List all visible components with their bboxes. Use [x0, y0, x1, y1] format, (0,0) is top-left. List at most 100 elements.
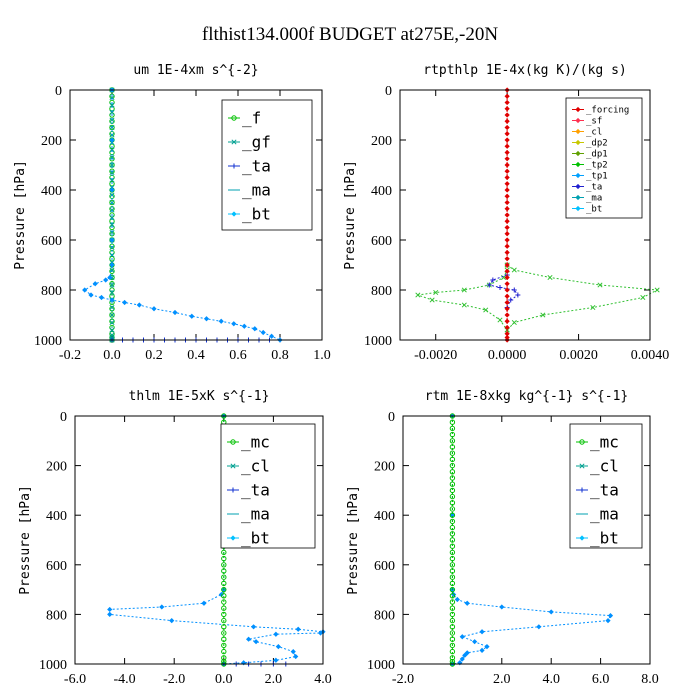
data-point	[504, 287, 510, 293]
y-tick-label: 0	[385, 84, 392, 99]
data-point	[597, 282, 603, 288]
legend-label: _tp1	[586, 172, 608, 182]
data-point	[109, 124, 115, 131]
data-point	[504, 212, 510, 218]
y-tick-label: 800	[371, 284, 392, 299]
data-point	[253, 639, 259, 645]
data-point	[497, 317, 503, 323]
panel-title: thlm 1E-5xK s^{-1}	[129, 389, 270, 404]
y-tick-label: 800	[46, 608, 67, 623]
data-point	[504, 99, 510, 106]
legend-label: _ma	[241, 505, 270, 524]
x-tick-label: -4.0	[114, 672, 136, 687]
x-tick-label: 0.8	[271, 348, 289, 363]
data-point	[511, 319, 517, 326]
data-point	[479, 629, 485, 635]
plot-frame	[74, 415, 324, 665]
legend-label: _ma	[590, 505, 619, 524]
data-point	[109, 187, 115, 193]
data-point	[504, 112, 510, 118]
data-point	[504, 306, 510, 312]
x-tick-label: -2.0	[392, 672, 414, 687]
data-point	[449, 605, 456, 611]
data-point	[92, 281, 98, 287]
data-point	[449, 469, 456, 475]
panel-4: rtm 1E-8xkg kg^{-1} s^{-1} Pressure [hPa]…	[346, 389, 659, 687]
data-point	[449, 500, 456, 506]
y-tick-label: 200	[41, 134, 62, 149]
data-point	[449, 512, 455, 518]
data-point	[231, 321, 237, 327]
legend-box	[221, 99, 313, 231]
data-point	[536, 624, 542, 630]
data-point	[462, 652, 468, 658]
panel-title: um 1E-4xm s^{-2}	[133, 63, 258, 78]
data-point	[98, 294, 105, 301]
data-point	[109, 109, 115, 116]
y-tick-label: 0	[55, 84, 62, 99]
data-point	[504, 293, 510, 299]
data-point	[504, 174, 510, 181]
data-point	[449, 425, 456, 432]
data-point	[221, 617, 227, 624]
panel-2: rtpthlp 1E-4x(kg K)/(kg s) Pressure [hPa]…	[343, 63, 669, 363]
data-point	[88, 292, 94, 298]
y-tick-label: 200	[374, 460, 395, 475]
data-point	[504, 268, 510, 274]
data-point	[449, 444, 456, 450]
data-point	[260, 329, 266, 336]
data-point	[449, 518, 456, 525]
data-point	[221, 562, 227, 568]
data-point	[449, 630, 456, 636]
data-point	[109, 143, 115, 149]
data-point	[221, 648, 227, 655]
legend-marker	[579, 439, 585, 445]
y-tick-label: 800	[41, 284, 62, 299]
data-point	[449, 593, 456, 599]
data-point	[109, 229, 115, 236]
plot-frame	[402, 415, 651, 665]
legend-label: _bt	[590, 529, 619, 548]
data-point	[221, 642, 227, 649]
legend-label: _tp2	[586, 161, 608, 171]
data-point	[504, 299, 510, 306]
legend-label: _dp2	[586, 139, 608, 149]
x-tick-label: -0.2	[59, 348, 81, 363]
data-point	[461, 302, 467, 308]
data-point	[221, 636, 227, 642]
y-axis-label: Pressure [hPa]	[13, 160, 28, 270]
data-point	[449, 636, 456, 642]
data-point	[504, 218, 510, 224]
data-point	[511, 287, 517, 293]
legend-marker	[575, 161, 581, 168]
legend-marker	[579, 535, 585, 541]
panels: um 1E-4xm s^{-2} Pressure [hPa] -0.2 0.0 0.2…	[13, 63, 669, 687]
data-point	[449, 574, 456, 580]
legend-marker	[575, 117, 581, 124]
data-point	[449, 537, 456, 543]
y-axis-label: Pressure [hPa]	[346, 485, 361, 595]
data-point	[109, 268, 115, 274]
legend-marker	[579, 463, 585, 469]
data-point	[109, 169, 115, 176]
series-line	[109, 416, 325, 665]
x-tick-label: 4.0	[542, 672, 560, 687]
data-point	[483, 307, 489, 313]
data-point	[449, 568, 456, 574]
data-point	[290, 649, 296, 655]
legend: _mc _cl _ta _ma _bt	[220, 423, 316, 549]
data-point	[449, 493, 456, 500]
data-point	[151, 306, 157, 312]
x-tick-label: -2.0	[163, 672, 185, 687]
y-tick-label: 200	[46, 460, 67, 475]
data-point	[540, 312, 546, 318]
series-line	[488, 274, 519, 308]
data-point	[504, 193, 510, 199]
series-mc	[449, 413, 456, 667]
data-point	[241, 323, 247, 329]
legend-marker	[575, 106, 581, 113]
data-point	[504, 331, 510, 337]
data-point	[449, 450, 456, 456]
data-point	[317, 630, 324, 636]
data-point	[221, 580, 227, 587]
